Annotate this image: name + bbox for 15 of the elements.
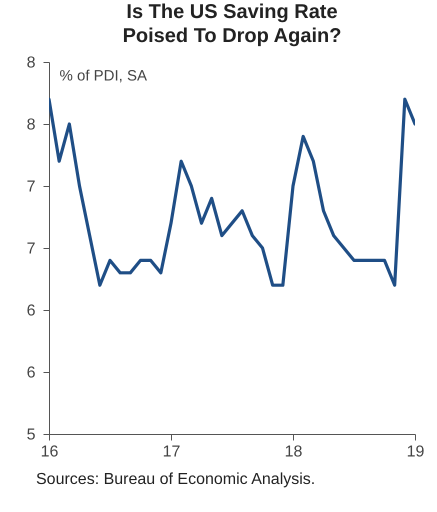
line-series: [49, 98, 415, 287]
chart-title: Is The US Saving Rate Poised To Drop Again?: [122, 1, 342, 47]
y-tick-label: 5: [26, 426, 36, 444]
x-tick-label: 18: [284, 444, 302, 460]
y-tick-label: 6: [26, 364, 36, 382]
x-tick-label: 16: [40, 444, 58, 460]
x-tick-label: 17: [162, 444, 180, 460]
y-tick-label: 8: [26, 54, 36, 72]
y-tick-label: 6: [26, 302, 36, 320]
y-tick-label: 7: [26, 240, 36, 258]
x-tick-label: 19: [406, 444, 424, 460]
y-axis-title: % of PDI, SA: [60, 68, 148, 84]
source-note: Sources: Bureau of Economic Analysis.: [36, 470, 316, 489]
y-tick-label: 8: [26, 116, 36, 134]
y-tick-label: 7: [26, 178, 36, 196]
